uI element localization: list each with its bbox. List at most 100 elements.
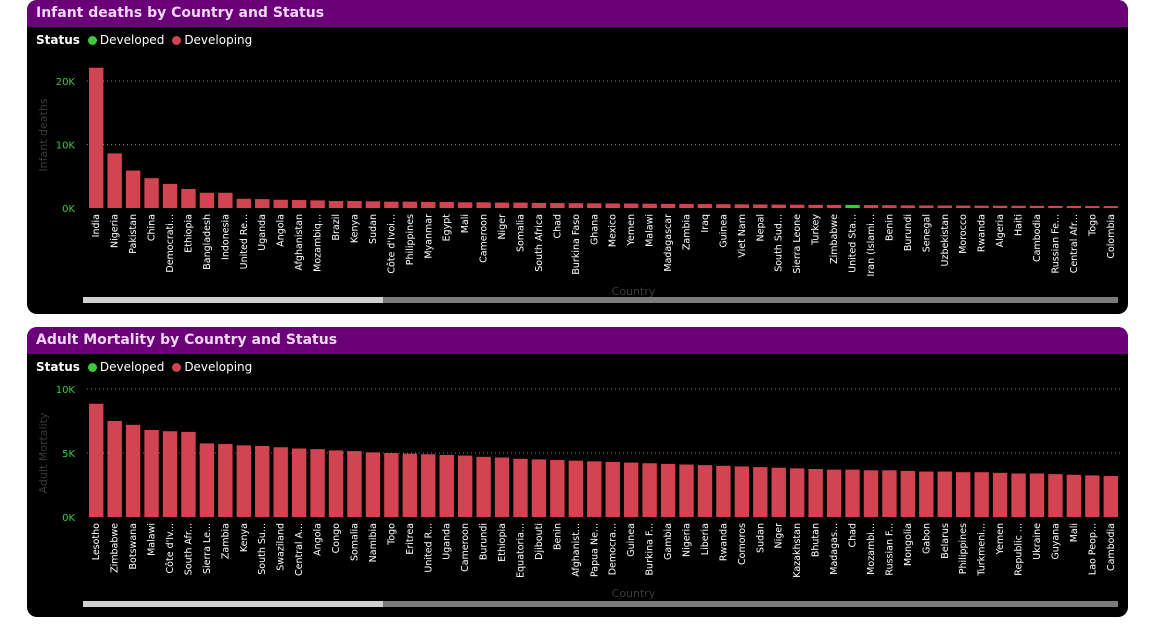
legend-item-developing[interactable]: Developing	[172, 33, 252, 47]
bar[interactable]	[218, 444, 233, 517]
bar[interactable]	[642, 203, 657, 208]
bar[interactable]	[956, 205, 971, 208]
bar[interactable]	[1011, 473, 1026, 517]
bar[interactable]	[255, 199, 270, 208]
bar[interactable]	[199, 192, 215, 208]
bar[interactable]	[291, 200, 307, 208]
bar[interactable]	[218, 192, 233, 208]
bar[interactable]	[439, 454, 454, 517]
bar[interactable]	[365, 201, 381, 208]
bar[interactable]	[421, 454, 436, 517]
bar[interactable]	[1029, 205, 1045, 208]
bar[interactable]	[753, 204, 768, 208]
bar[interactable]	[697, 465, 713, 517]
bar[interactable]	[144, 429, 159, 517]
bar[interactable]	[494, 202, 510, 208]
bar[interactable]	[347, 451, 362, 517]
bar[interactable]	[328, 450, 344, 517]
bar[interactable]	[587, 203, 602, 208]
bar[interactable]	[513, 202, 528, 208]
bar[interactable]	[882, 470, 897, 517]
bar[interactable]	[291, 448, 307, 517]
bar[interactable]	[789, 468, 805, 517]
bar[interactable]	[808, 469, 823, 517]
bar[interactable]	[845, 204, 860, 208]
bar[interactable]	[310, 449, 325, 517]
bar[interactable]	[421, 201, 436, 208]
bar[interactable]	[531, 459, 547, 517]
scrollbar-thumb[interactable]	[83, 601, 383, 607]
bar[interactable]	[605, 203, 620, 208]
bar[interactable]	[568, 460, 584, 517]
bar[interactable]	[771, 204, 786, 208]
bar[interactable]	[679, 464, 694, 517]
bar[interactable]	[771, 467, 786, 517]
legend-item-developed[interactable]: Developed	[87, 33, 164, 47]
bar[interactable]	[439, 201, 454, 208]
bar[interactable]	[1085, 475, 1100, 517]
bar[interactable]	[273, 199, 288, 208]
bar[interactable]	[181, 431, 196, 517]
bar[interactable]	[144, 178, 159, 208]
bar[interactable]	[753, 467, 768, 517]
bar[interactable]	[919, 471, 934, 517]
bar[interactable]	[974, 205, 989, 208]
bar[interactable]	[199, 443, 215, 517]
bar[interactable]	[1103, 476, 1118, 517]
bar[interactable]	[789, 204, 805, 208]
bar[interactable]	[1066, 205, 1082, 208]
bar[interactable]	[125, 424, 141, 517]
bar[interactable]	[89, 67, 104, 208]
bar[interactable]	[310, 200, 325, 208]
bar[interactable]	[531, 202, 547, 208]
bar[interactable]	[89, 403, 104, 517]
bar[interactable]	[734, 466, 750, 517]
bar[interactable]	[162, 431, 178, 517]
bar[interactable]	[1048, 474, 1063, 517]
bar[interactable]	[181, 188, 196, 208]
bar[interactable]	[660, 203, 676, 208]
bar[interactable]	[365, 452, 381, 517]
bar[interactable]	[107, 421, 122, 517]
bar[interactable]	[697, 204, 713, 208]
bar[interactable]	[1048, 205, 1063, 208]
bar[interactable]	[808, 204, 823, 208]
bar[interactable]	[734, 204, 750, 208]
scrollbar-thumb[interactable]	[83, 297, 383, 303]
bar[interactable]	[255, 445, 270, 517]
bar[interactable]	[107, 153, 122, 208]
bar[interactable]	[937, 471, 952, 517]
bar[interactable]	[716, 465, 731, 517]
bar[interactable]	[900, 205, 916, 208]
bar[interactable]	[716, 204, 731, 208]
bar[interactable]	[587, 461, 602, 517]
bar[interactable]	[384, 201, 399, 208]
bar[interactable]	[1103, 206, 1118, 208]
bar[interactable]	[384, 453, 399, 517]
bar[interactable]	[1011, 205, 1026, 208]
bar[interactable]	[236, 198, 251, 208]
bar[interactable]	[623, 462, 639, 517]
bar[interactable]	[992, 472, 1008, 517]
bar[interactable]	[476, 456, 491, 517]
bar[interactable]	[956, 472, 971, 517]
bar[interactable]	[328, 201, 344, 208]
bar[interactable]	[660, 463, 676, 517]
bar[interactable]	[1066, 474, 1082, 517]
bar[interactable]	[236, 445, 251, 517]
bar[interactable]	[125, 170, 141, 208]
bar[interactable]	[919, 205, 934, 208]
bar[interactable]	[457, 202, 473, 208]
bar[interactable]	[974, 472, 989, 517]
bar[interactable]	[900, 470, 916, 517]
horizontal-scrollbar[interactable]	[83, 601, 1118, 607]
bar[interactable]	[550, 460, 565, 517]
bar[interactable]	[347, 201, 362, 208]
bar[interactable]	[1029, 473, 1045, 517]
bar[interactable]	[494, 457, 510, 517]
bar[interactable]	[826, 469, 842, 517]
bar[interactable]	[863, 205, 879, 208]
bar[interactable]	[863, 470, 879, 517]
bar[interactable]	[273, 447, 288, 517]
bar[interactable]	[457, 455, 473, 517]
